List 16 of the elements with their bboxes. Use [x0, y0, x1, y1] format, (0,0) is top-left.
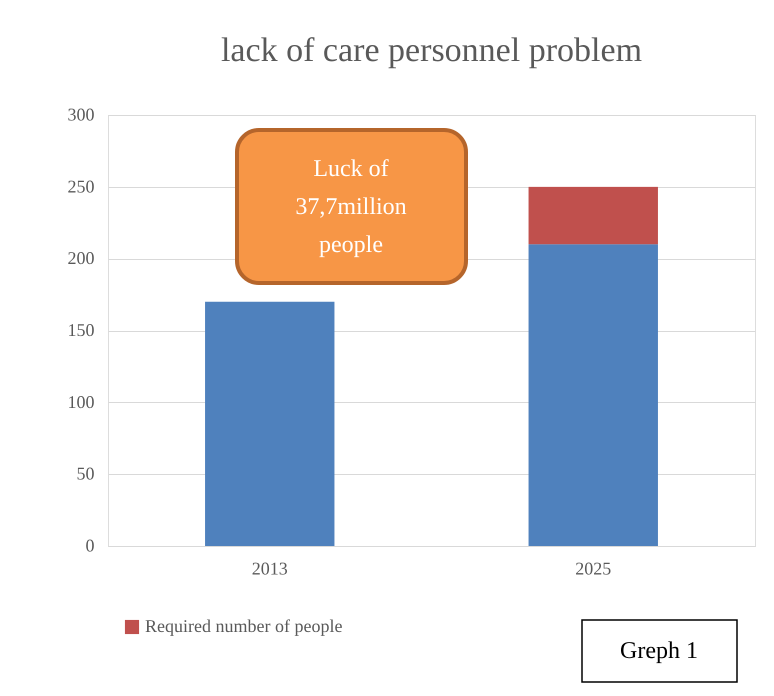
chart-title: lack of care personnel problem: [220, 32, 642, 69]
bar: [528, 244, 658, 546]
y-tick-label: 200: [68, 248, 94, 268]
y-tick-label: 50: [76, 464, 94, 484]
y-tick-label: 100: [68, 392, 94, 412]
y-tick-label: 150: [68, 320, 94, 340]
text: Greph 1: [620, 638, 698, 664]
y-tick-label: 250: [68, 176, 94, 196]
bar: [528, 186, 658, 244]
y-tick-label: 300: [68, 104, 94, 124]
x-tick-label: 2025: [575, 558, 612, 578]
annotation: Luck of 37,7million people: [295, 156, 407, 258]
x-tick-label: 2013: [252, 558, 288, 578]
y-tick-label: 0: [86, 536, 94, 556]
bar: [205, 302, 334, 546]
legend-label: Required number of people: [145, 616, 342, 636]
